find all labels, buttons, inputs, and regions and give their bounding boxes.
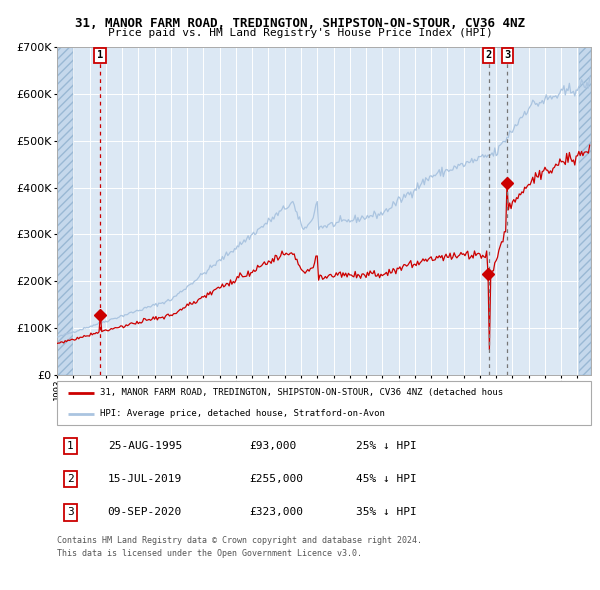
Text: 3: 3: [67, 507, 74, 517]
Text: HPI: Average price, detached house, Stratford-on-Avon: HPI: Average price, detached house, Stra…: [100, 409, 385, 418]
Text: 45% ↓ HPI: 45% ↓ HPI: [356, 474, 417, 484]
Text: 09-SEP-2020: 09-SEP-2020: [108, 507, 182, 517]
Text: 2: 2: [485, 51, 492, 60]
Text: 35% ↓ HPI: 35% ↓ HPI: [356, 507, 417, 517]
Bar: [579, 47, 591, 375]
FancyBboxPatch shape: [57, 381, 591, 425]
Text: 25-AUG-1995: 25-AUG-1995: [108, 441, 182, 451]
Bar: [57, 47, 73, 375]
Text: Price paid vs. HM Land Registry's House Price Index (HPI): Price paid vs. HM Land Registry's House …: [107, 28, 493, 38]
Text: 25% ↓ HPI: 25% ↓ HPI: [356, 441, 417, 451]
Text: 1: 1: [97, 51, 103, 60]
Text: 3: 3: [504, 51, 511, 60]
Text: £323,000: £323,000: [249, 507, 303, 517]
Text: 1: 1: [67, 441, 74, 451]
Text: 31, MANOR FARM ROAD, TREDINGTON, SHIPSTON-ON-STOUR, CV36 4NZ: 31, MANOR FARM ROAD, TREDINGTON, SHIPSTO…: [75, 17, 525, 30]
Text: 31, MANOR FARM ROAD, TREDINGTON, SHIPSTON-ON-STOUR, CV36 4NZ (detached hous: 31, MANOR FARM ROAD, TREDINGTON, SHIPSTO…: [100, 388, 503, 398]
Text: 2: 2: [67, 474, 74, 484]
Text: £255,000: £255,000: [249, 474, 303, 484]
Text: Contains HM Land Registry data © Crown copyright and database right 2024.: Contains HM Land Registry data © Crown c…: [57, 536, 422, 545]
Text: This data is licensed under the Open Government Licence v3.0.: This data is licensed under the Open Gov…: [57, 549, 362, 558]
Text: £93,000: £93,000: [249, 441, 296, 451]
Text: 15-JUL-2019: 15-JUL-2019: [108, 474, 182, 484]
